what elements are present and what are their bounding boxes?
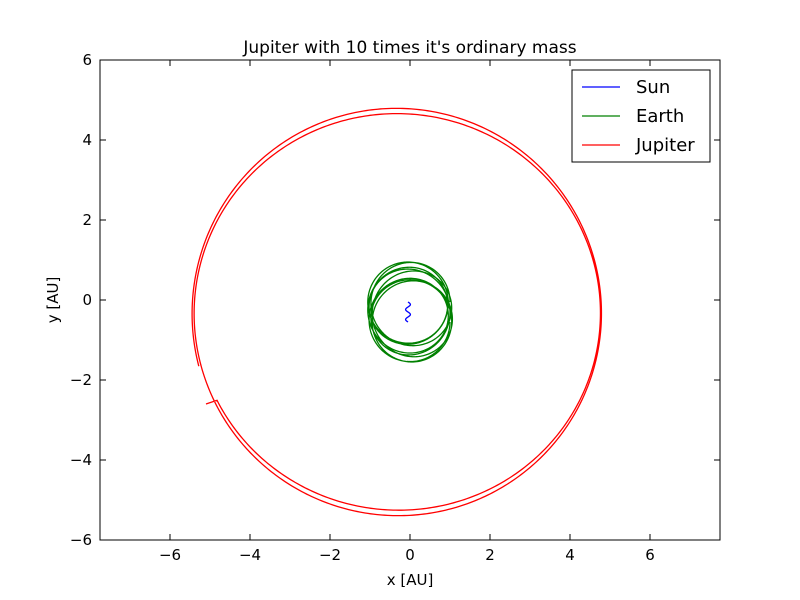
legend-label-earth: Earth bbox=[636, 106, 684, 127]
chart-title: Jupiter with 10 times it's ordinary mass bbox=[242, 38, 576, 58]
x-tick-label: −2 bbox=[319, 546, 341, 564]
x-axis-label: x [AU] bbox=[387, 571, 434, 589]
x-tick-label: 0 bbox=[405, 546, 415, 564]
y-tick-label: −4 bbox=[70, 451, 92, 469]
y-tick-label: 2 bbox=[82, 211, 92, 229]
x-tick-label: −6 bbox=[159, 546, 181, 564]
x-tick-label: −4 bbox=[239, 546, 261, 564]
y-tick-label: 0 bbox=[82, 291, 92, 309]
y-tick-label: −2 bbox=[70, 371, 92, 389]
x-tick-label: 6 bbox=[645, 546, 655, 564]
series-sun-line bbox=[404, 301, 412, 323]
y-tick-label: 6 bbox=[82, 51, 92, 69]
series-jupiter-line bbox=[191, 107, 603, 517]
y-tick-label: 4 bbox=[82, 131, 92, 149]
plot-area bbox=[191, 107, 603, 517]
series-earth-line bbox=[367, 261, 454, 363]
y-tick-label: −6 bbox=[70, 531, 92, 549]
x-tick-label: 2 bbox=[485, 546, 495, 564]
legend: Sun Earth Jupiter bbox=[571, 69, 711, 163]
y-axis-label: y [AU] bbox=[44, 277, 62, 324]
legend-label-jupiter: Jupiter bbox=[635, 135, 695, 156]
x-tick-label: 4 bbox=[565, 546, 575, 564]
legend-label-sun: Sun bbox=[636, 77, 670, 98]
axis-ticks: −6 −4 −2 0 2 4 6 −6 −4 −2 0 2 4 6 bbox=[70, 51, 720, 564]
